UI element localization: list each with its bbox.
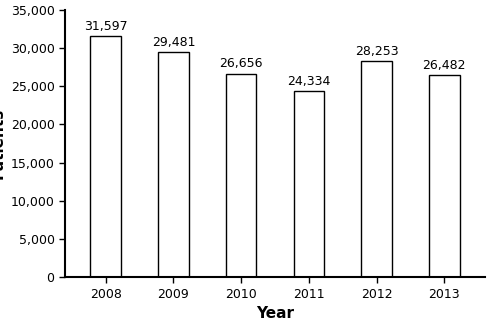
Bar (90, 36, 121, 277)
Text: 26,656: 26,656 (220, 57, 263, 70)
Bar (158, 52, 188, 277)
Bar (226, 73, 256, 277)
Text: 28,253: 28,253 (355, 45, 399, 58)
Bar (362, 61, 392, 277)
Text: 26,482: 26,482 (422, 59, 466, 72)
X-axis label: Year: Year (256, 306, 294, 321)
Text: 29,481: 29,481 (152, 36, 195, 49)
Bar (429, 75, 460, 277)
Text: 24,334: 24,334 (287, 75, 331, 88)
Bar (294, 91, 324, 277)
Text: 31,597: 31,597 (84, 20, 128, 33)
Y-axis label: Patients: Patients (0, 108, 5, 179)
